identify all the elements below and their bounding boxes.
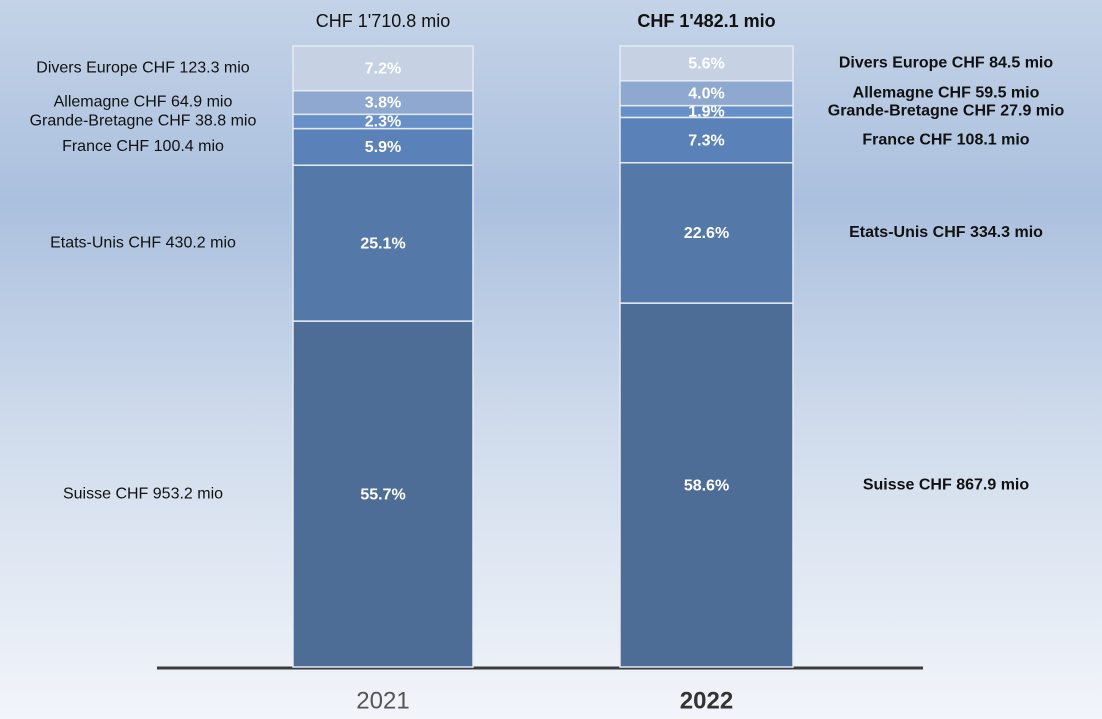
bar-segment [292,45,474,92]
value-label: 1.9% [688,104,724,121]
value-label: 4.0% [688,85,724,102]
bar-segment [292,320,474,668]
bar-segment [619,302,794,668]
segment-label: Etats-Unis CHF 334.3 mio [849,224,1043,241]
total-label: CHF 1'710.8 mio [316,11,451,31]
value-label: 25.1% [360,235,405,252]
value-label: 3.8% [365,95,401,112]
total-label: CHF 1'482.1 mio [637,11,775,31]
value-label: 22.6% [684,225,729,242]
x-tick-label: 2021 [356,687,409,714]
segment-label: Allemagne CHF 64.9 mio [54,94,233,111]
value-label: 55.7% [360,486,405,503]
segment-label: Divers Europe CHF 123.3 mio [36,60,250,77]
segment-label: France CHF 108.1 mio [862,131,1029,148]
bar-segment [619,80,794,107]
value-label: 5.9% [365,139,401,156]
segment-label: Suisse CHF 953.2 mio [63,485,223,502]
segment-label: Suisse CHF 867.9 mio [863,476,1030,493]
segment-label: Etats-Unis CHF 430.2 mio [50,234,236,251]
bar-segment [619,116,794,164]
value-label: 5.6% [688,56,724,73]
bar-segment [292,164,474,322]
value-label: 58.6% [684,477,729,494]
value-label: 7.2% [365,61,401,78]
value-label: 7.3% [688,132,724,149]
value-label: 2.3% [365,114,401,131]
segment-label: Divers Europe CHF 84.5 mio [839,55,1054,72]
segment-label: Grande-Bretagne CHF 38.8 mio [30,113,257,130]
x-tick-label: 2022 [680,687,733,714]
bar-segment [619,45,794,82]
segment-label: Allemagne CHF 59.5 mio [853,84,1040,101]
segment-label: France CHF 100.4 mio [62,138,224,155]
bar-segment [619,161,794,304]
segment-label: Grande-Bretagne CHF 27.9 mio [828,103,1065,120]
